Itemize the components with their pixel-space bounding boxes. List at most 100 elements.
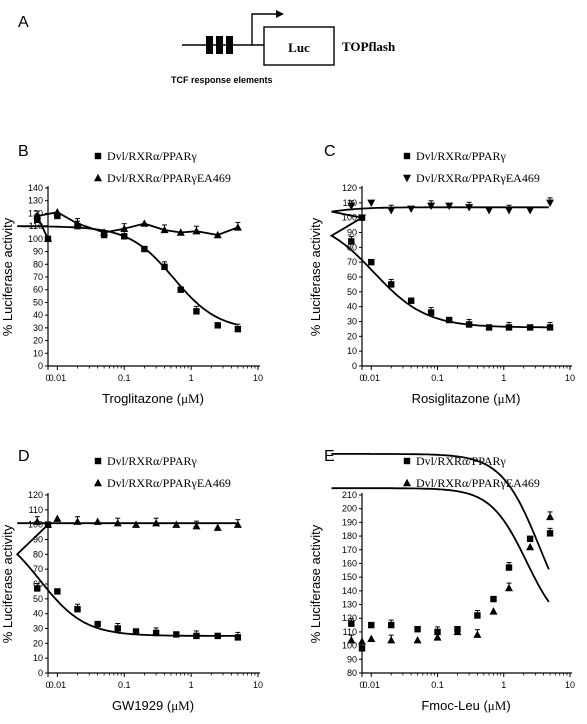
x-axis-label-b: Troglitazone (μM) [102,391,204,406]
data-point-d-2 [132,520,141,528]
x-tick-label-e: 0.1 [431,680,444,690]
panel-label-e: E [324,448,335,465]
x-tick-label-e: 1 [501,680,506,690]
data-point-c-2 [347,202,356,210]
data-point-b-2 [160,225,169,234]
data-point-d-2 [44,520,52,528]
data-point-e-1 [505,564,513,571]
x-tick-label-c: 0 [359,373,364,383]
data-point-b-1 [161,263,168,271]
y-tick-label-e: 210 [342,490,357,500]
y-tick-label-d: 80 [33,549,43,559]
x-tick-label-d: 1 [189,680,194,690]
x-axis-label-d: GW1929 (μM) [112,698,194,713]
data-point-b-1 [234,325,242,333]
data-point-c-1 [546,324,554,331]
y-axis-label-e: % Luciferase activity [308,524,323,643]
data-point-c-2 [485,207,494,215]
y-tick-label-e: 170 [342,545,357,555]
y-tick-label-b: 30 [33,323,43,333]
x-tick-label-e: 0 [359,680,364,690]
data-point-b-1 [177,286,184,293]
y-tick-label-b: 20 [33,336,43,346]
series-e-2 [331,452,555,645]
data-point-c-2 [387,207,396,215]
data-point-c-2 [526,207,535,215]
data-point-d-1 [152,629,160,637]
y-tick-label-c: 60 [347,272,357,282]
data-point-c-1 [388,281,395,288]
y-tick-label-b: 60 [33,285,43,295]
panel-label-a: A [18,14,29,31]
data-point-d-2 [73,517,82,525]
legend-label-b-1: Dvl/RXRα/PPARγ [107,149,198,163]
y-tick-label-c: 100 [342,213,357,223]
data-point-e-2 [387,635,396,644]
series-b-2 [33,207,242,243]
data-point-c-1 [465,321,473,328]
y-axis-label-d: % Luciferase activity [0,524,15,643]
fit-curve-e-1 [331,487,550,603]
data-point-e-2 [347,635,356,644]
data-point-b-2 [100,228,109,236]
tcf-element-1 [206,36,213,54]
data-point-d-2 [93,517,102,525]
y-tick-label-b: 70 [33,272,43,282]
data-point-c-1 [526,324,534,331]
x-tick-label-b: 0 [45,373,50,383]
data-point-d-1 [173,631,180,638]
data-point-e-1 [358,645,366,652]
y-tick-label-d: 120 [28,490,43,500]
data-point-b-2 [233,223,242,231]
y-tick-label-d: 40 [33,609,43,619]
x-tick-label-d: 0.1 [118,680,131,690]
data-point-e-2 [473,630,482,638]
legend-label-d-2: Dvl/RXRα/PPARγEA469 [107,476,231,490]
legend-marker-b-1 [94,152,102,160]
y-tick-label-b: 80 [33,259,43,269]
data-point-e-1 [474,612,481,619]
data-point-b-1 [121,233,128,240]
data-point-d-1 [54,588,61,595]
y-tick-label-b: 130 [28,196,43,206]
data-point-e-2 [433,633,442,641]
fit-curve-b-2 [35,211,239,240]
legend-marker-c-1 [403,152,411,160]
data-point-b-1 [141,245,148,253]
y-tick-label-d: 70 [33,564,43,574]
y-tick-label-b: 100 [28,234,43,244]
legend-marker-d-2 [94,478,102,487]
data-point-c-2 [367,199,376,208]
data-point-b-1 [54,212,61,220]
data-point-b-2 [33,211,42,220]
topflash-schematic: Luc TOPflash TCF response elements [171,10,396,85]
data-point-d-2 [33,517,42,525]
data-point-e-2 [526,542,535,551]
data-point-b-2 [176,228,185,236]
data-point-e-1 [348,620,355,627]
luc-box [263,26,335,66]
x-axis-label-e: Fmoc-Leu (μM) [421,698,510,713]
y-tick-label-d: 90 [33,535,43,545]
x-axis-label-c: Rosiglitazone (μM) [412,391,521,406]
data-point-c-1 [368,258,375,266]
transcription-start-arrow [251,13,276,45]
data-point-e-2 [358,637,366,645]
data-point-d-1 [234,634,242,641]
y-tick-label-d: 10 [33,653,43,663]
legend-marker-e-2 [403,478,411,487]
data-point-e-1 [546,530,554,537]
legend-label-c-1: Dvl/RXRα/PPARγ [416,149,507,163]
fit-curve-c-1 [329,216,549,329]
y-tick-label-e: 150 [342,572,357,582]
x-tick-label-c: 0.1 [431,373,444,383]
y-tick-label-d: 110 [29,505,43,515]
y-tick-label-c: 90 [347,228,357,238]
y-tick-label-d: 0 [38,668,43,678]
data-point-d-2 [192,521,201,530]
y-tick-label-e: 180 [342,531,357,541]
chart-panel-c: C Dvl/RXRα/PPARγDvl/RXRα/PPARγEA469010203… [308,143,575,406]
y-axis-label-c: % Luciferase activity [308,217,323,336]
data-point-e-1 [368,621,375,629]
y-tick-label-d: 60 [33,579,43,589]
